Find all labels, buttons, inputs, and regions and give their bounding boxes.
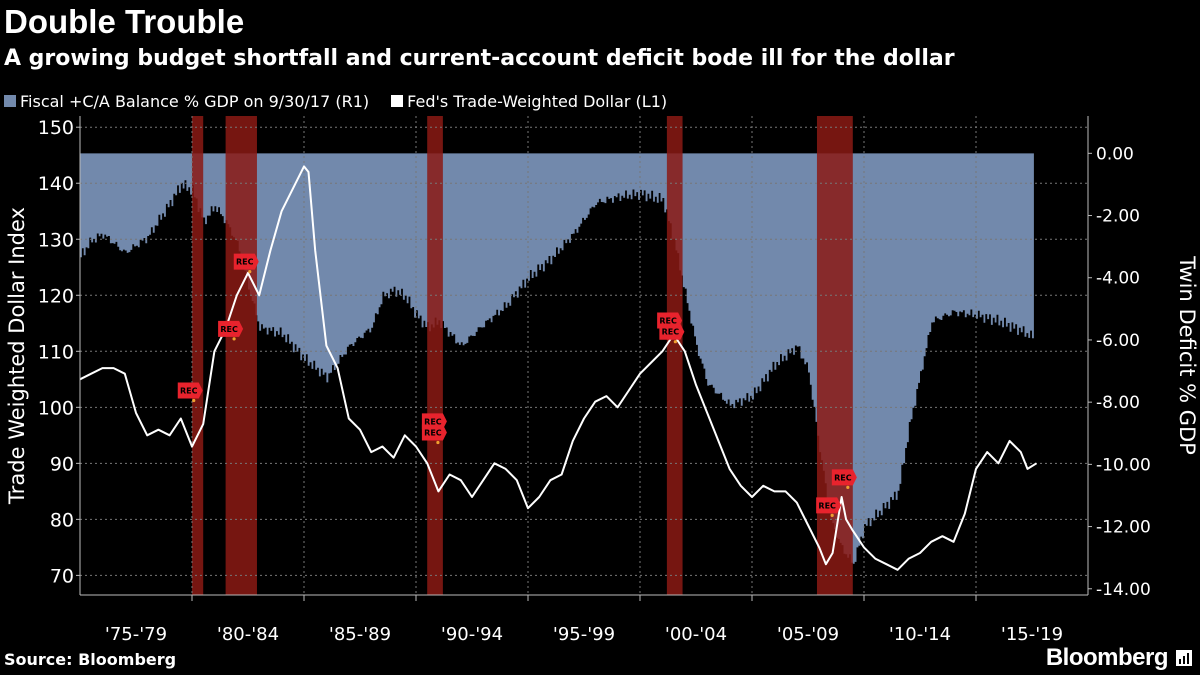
rec-marker-8: REC [816,497,842,517]
right-tick-label-8: -14.00 [1096,580,1151,600]
rec-marker-label: REC [180,387,198,396]
bloomberg-logo-icon [1176,650,1192,666]
recession-band-1 [192,116,204,595]
right-tick-label-7: -12.00 [1096,518,1151,538]
rec-marker-dot [846,485,850,489]
rec-marker-label: REC [818,501,836,510]
x-tick-label-2: '80-'84 [217,624,279,645]
rec-marker-shape [177,382,203,399]
legend-label-fiscal: Fiscal +C/A Balance % GDP on 9/30/17 (R1… [20,91,370,111]
y-axis-right-title: Twin Deficit % GDP [1175,255,1199,455]
right-tick-label-6: -10.00 [1096,455,1151,475]
rec-marker-label: REC [834,473,852,482]
left-tick-label-6: 100 [38,397,74,419]
rec-marker-label: REC [424,417,442,426]
rec-marker-2: REC [218,320,244,341]
recession-band-3 [427,116,443,595]
rec-marker-shape [233,253,259,270]
rec-marker-label: REC [659,316,677,325]
x-tick-label-5: '95-'99 [553,624,615,645]
recession-band-5 [816,116,853,595]
rec-marker-label: REC [236,258,254,267]
recession-band-4 [666,116,683,595]
left-tick-label-4: 120 [38,285,74,307]
x-tick-label-8: '10-'14 [889,624,951,645]
right-tick-label-5: -8.00 [1096,393,1140,413]
right-tick-label-1: 0.00 [1096,144,1134,164]
rec-marker-label: REC [424,429,442,438]
recession-band-2 [225,116,257,595]
legend: Fiscal +C/A Balance % GDP on 9/30/17 (R1… [4,90,689,112]
chart-subtitle: A growing budget shortfall and current-a… [4,46,955,71]
x-tick-label-7: '05-'09 [777,624,839,645]
rec-marker-shape [421,424,447,441]
rec-marker-dot [673,340,677,344]
x-tick-label-9: '15-'19 [1001,624,1063,645]
x-tick-label-1: '75-'79 [105,624,167,645]
series-line-dollar [79,165,1038,571]
left-tick-label-1: 150 [38,117,74,139]
y-axis-left-title: Trade Weighted Dollar Index [5,207,29,505]
right-tick-label-2: -2.00 [1096,207,1140,227]
left-tick-label-5: 110 [38,341,74,363]
rec-marker-dot [248,270,252,274]
series-area-fiscal [80,153,1034,564]
left-tick-label-2: 140 [38,173,74,195]
rec-marker-1: REC [177,382,203,403]
legend-label-dollar: Fed's Trade-Weighted Dollar (L1) [407,91,668,111]
rec-marker-9: REC [831,469,857,489]
source-label: Source: Bloomberg [4,650,177,669]
rec-marker-label: REC [662,328,680,337]
rec-marker-dot [436,440,440,445]
left-tick-label-7: 90 [50,453,74,475]
rec-marker-shape [659,323,685,340]
left-tick-label-3: 130 [38,229,74,251]
x-tick-label-3: '85-'89 [329,624,391,645]
left-tick-label-9: 70 [50,565,74,587]
rec-marker-7: REC [659,323,685,344]
legend-swatch-dollar [391,95,404,107]
right-tick-label-3: -4.00 [1096,269,1140,289]
brand: Bloomberg [1046,644,1192,672]
rec-marker-dot [830,513,834,517]
rec-marker-dot [192,398,196,403]
rec-marker-3: REC [233,253,259,274]
chart-title: Double Trouble [4,3,245,40]
bloomberg-wordmark: Bloomberg [1045,644,1169,671]
legend-swatch-fiscal [4,95,16,107]
grid-lines [80,116,1088,595]
left-tick-label-8: 80 [50,509,74,531]
rec-marker-label: REC [220,325,238,334]
x-tick-label-6: '00-'04 [665,624,727,645]
rec-marker-5: REC [421,424,447,445]
rec-marker-dot [232,337,236,341]
right-tick-label-4: -6.00 [1096,331,1140,351]
x-tick-label-4: '90-'94 [441,624,503,645]
legend-item-dollar[interactable]: Fed's Trade-Weighted Dollar (L1) [391,92,667,111]
rec-marker-shape [218,320,244,337]
rec-marker-shape [816,497,842,514]
legend-item-fiscal[interactable]: Fiscal +C/A Balance % GDP on 9/30/17 (R1… [4,92,369,111]
rec-marker-shape [831,469,857,486]
